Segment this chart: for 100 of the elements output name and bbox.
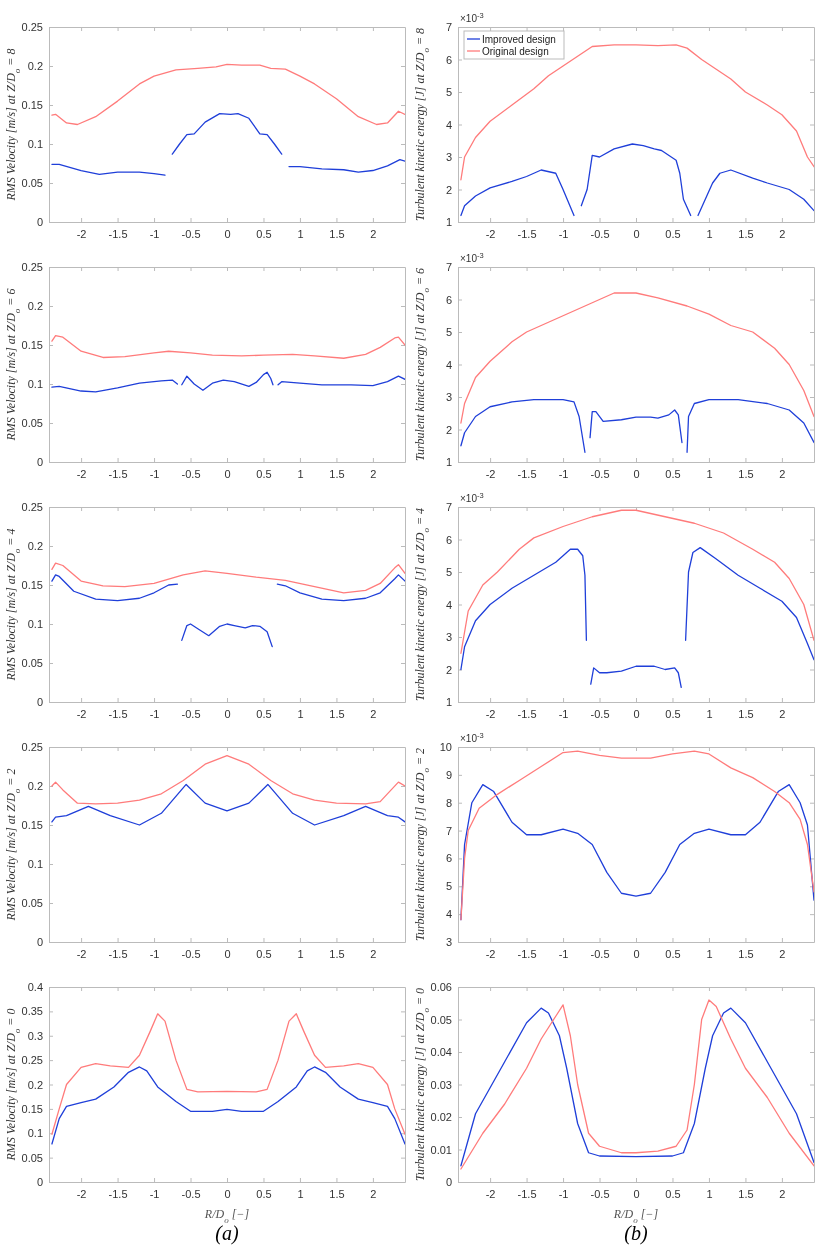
y-tick-label: 10 [439, 741, 452, 754]
y-tick-label: 6 [445, 53, 452, 66]
x-tick-label: 1.5 [738, 227, 754, 240]
y-tick-label: 6 [445, 852, 452, 865]
y-tick-label: 0.2 [27, 1078, 43, 1091]
x-tick-label: 0 [633, 1187, 640, 1200]
y-tick-label: 0.06 [430, 981, 452, 994]
text: ×10$^{-3}$ [460, 250, 484, 264]
y-tick-label: 7 [445, 824, 452, 837]
x-tick-label: -1.5 [108, 467, 128, 480]
x-tick-label: 2 [370, 227, 377, 240]
x-tick-label: -2 [76, 1187, 87, 1200]
y-tick-label: 0 [445, 1176, 452, 1189]
x-tick-label: -1.5 [108, 947, 128, 960]
line-series [51, 562, 405, 594]
y-tick-label: 0.1 [27, 618, 43, 631]
x-tick-label: 1 [706, 947, 713, 960]
x-tick-label: -1.5 [108, 1187, 128, 1200]
x-tick-label: 1 [706, 1187, 713, 1200]
x-tick-label: -0.5 [181, 947, 201, 960]
x-tick-label: -1.5 [108, 227, 128, 240]
x-tick-label: 0.5 [665, 707, 681, 720]
x-tick-label: -2 [485, 227, 496, 240]
x-tick-label: 1 [297, 1187, 304, 1200]
y-tick-label: 0 [36, 216, 43, 229]
y-tick-label: 7 [445, 501, 452, 514]
y-tick-label: 2 [445, 183, 452, 196]
x-tick-label: 1.5 [738, 707, 754, 720]
x-tick-label: -1 [149, 1187, 160, 1200]
x-tick-label: 2 [779, 227, 786, 240]
y-tick-label: 3 [445, 936, 452, 949]
x-axis-title: R/D$_{o}$ [−] [203, 1207, 250, 1225]
y-tick-label: 0 [36, 456, 43, 469]
y-tick-label: 0.25 [21, 21, 43, 34]
x-tick-label: 1.5 [738, 1187, 754, 1200]
text: ×10$^{-3}$ [460, 730, 484, 744]
x-tick-label: 2 [370, 1187, 377, 1200]
x-tick-label: -0.5 [590, 227, 610, 240]
x-tick-label: 0.5 [256, 947, 272, 960]
y-tick-label: 0.05 [21, 1151, 43, 1164]
x-tick-label: -0.5 [590, 707, 610, 720]
y-tick-label: 3 [445, 151, 452, 164]
x-tick-label: 0.5 [256, 1187, 272, 1200]
y-tick-label: 0.02 [430, 1111, 452, 1124]
x-tick-label: 1 [706, 707, 713, 720]
y-tick-label: 0.4 [27, 981, 43, 994]
x-tick-label: 0 [224, 1187, 231, 1200]
x-tick-label: -2 [485, 707, 496, 720]
y-tick-label: 0.1 [27, 858, 43, 871]
y-tick-label: 0.01 [430, 1143, 452, 1156]
x-tick-label: -1 [558, 227, 569, 240]
line-series [51, 334, 405, 359]
x-tick-label: 0 [633, 947, 640, 960]
x-tick-label: 1.5 [738, 947, 754, 960]
y-tick-label: 6 [445, 533, 452, 546]
y-tick-label: 1 [445, 216, 452, 229]
x-tick-label: -1 [149, 227, 160, 240]
x-tick-label: -1.5 [517, 947, 537, 960]
line-series [51, 63, 405, 126]
x-tick-label: -0.5 [590, 1187, 610, 1200]
y-tick-label: 7 [445, 261, 452, 274]
x-tick-label: 1.5 [329, 227, 345, 240]
text: ×10$^{-3}$ [460, 10, 484, 24]
x-tick-label: 0 [224, 467, 231, 480]
x-tick-label: -2 [485, 1187, 496, 1200]
y-tick-label: 0.1 [27, 378, 43, 391]
y-tick-label: 1 [445, 456, 452, 469]
x-tick-label: -2 [485, 467, 496, 480]
y-tick-label: 0.15 [21, 1102, 43, 1115]
x-tick-label: -1 [149, 947, 160, 960]
y-tick-label: 0.2 [27, 540, 43, 553]
x-tick-label: 2 [779, 707, 786, 720]
y-tick-label: 4 [445, 118, 452, 131]
y-tick-label: 0 [36, 1176, 43, 1189]
x-tick-label: 2 [370, 947, 377, 960]
line-series [460, 292, 814, 424]
text: (a) [215, 1222, 239, 1245]
y-tick-label: 2 [445, 423, 452, 436]
x-tick-label: -2 [485, 947, 496, 960]
line-series [51, 754, 405, 805]
x-tick-label: 0 [224, 227, 231, 240]
x-tick-label: -1 [558, 1187, 569, 1200]
line-series [460, 44, 814, 181]
y-tick-label: 0.05 [21, 417, 43, 430]
x-tick-label: 1.5 [329, 707, 345, 720]
x-tick-label: 2 [779, 467, 786, 480]
x-tick-label: -1.5 [517, 467, 537, 480]
y-tick-label: 5 [445, 326, 452, 339]
x-tick-label: -2 [76, 707, 87, 720]
x-tick-label: 0.5 [665, 1187, 681, 1200]
y-tick-label: 4 [445, 908, 452, 921]
x-tick-label: -2 [76, 227, 87, 240]
y-tick-label: 0.3 [27, 1029, 43, 1042]
x-tick-label: 1.5 [738, 467, 754, 480]
x-tick-label: -1 [558, 467, 569, 480]
x-tick-label: 0.5 [665, 227, 681, 240]
y-tick-label: 4 [445, 358, 452, 371]
x-axis-title: R/D$_{o}$ [−] [612, 1207, 659, 1225]
x-tick-label: 1.5 [329, 467, 345, 480]
x-tick-label: 1 [297, 947, 304, 960]
